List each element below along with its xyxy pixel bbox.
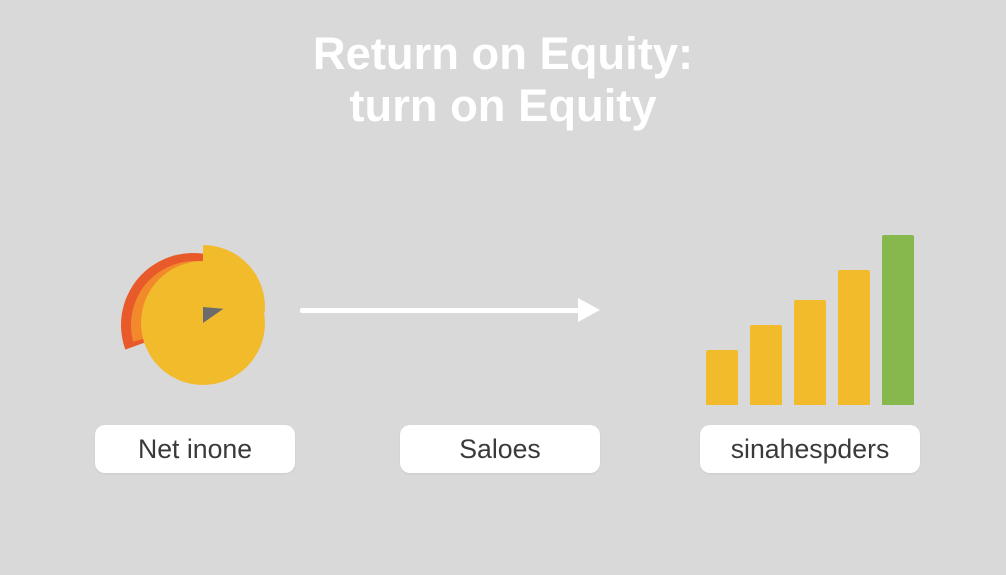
infographic-stage: Return on Equity: turn on Equity Net ino… <box>0 0 1006 575</box>
pie-icon <box>115 235 275 395</box>
pie-icon-svg <box>115 235 275 395</box>
bar <box>882 235 914 405</box>
label-text: Net inone <box>138 434 252 465</box>
bar <box>706 350 738 405</box>
label-text: Saloes <box>459 434 541 465</box>
bar <box>750 325 782 405</box>
label-text: sinahespders <box>731 434 890 465</box>
label-sales: Saloes <box>400 425 600 473</box>
label-net-income: Net inone <box>95 425 295 473</box>
bar-chart-icon <box>700 235 920 405</box>
title-line-2: turn on Equity <box>0 80 1006 132</box>
arrow-head-icon <box>578 298 600 322</box>
arrow-icon <box>300 298 600 322</box>
title: Return on Equity: turn on Equity <box>0 28 1006 132</box>
label-shareholders: sinahespders <box>700 425 920 473</box>
title-line-1: Return on Equity: <box>0 28 1006 80</box>
bar <box>838 270 870 405</box>
bar <box>794 300 826 405</box>
arrow-line <box>300 308 580 313</box>
